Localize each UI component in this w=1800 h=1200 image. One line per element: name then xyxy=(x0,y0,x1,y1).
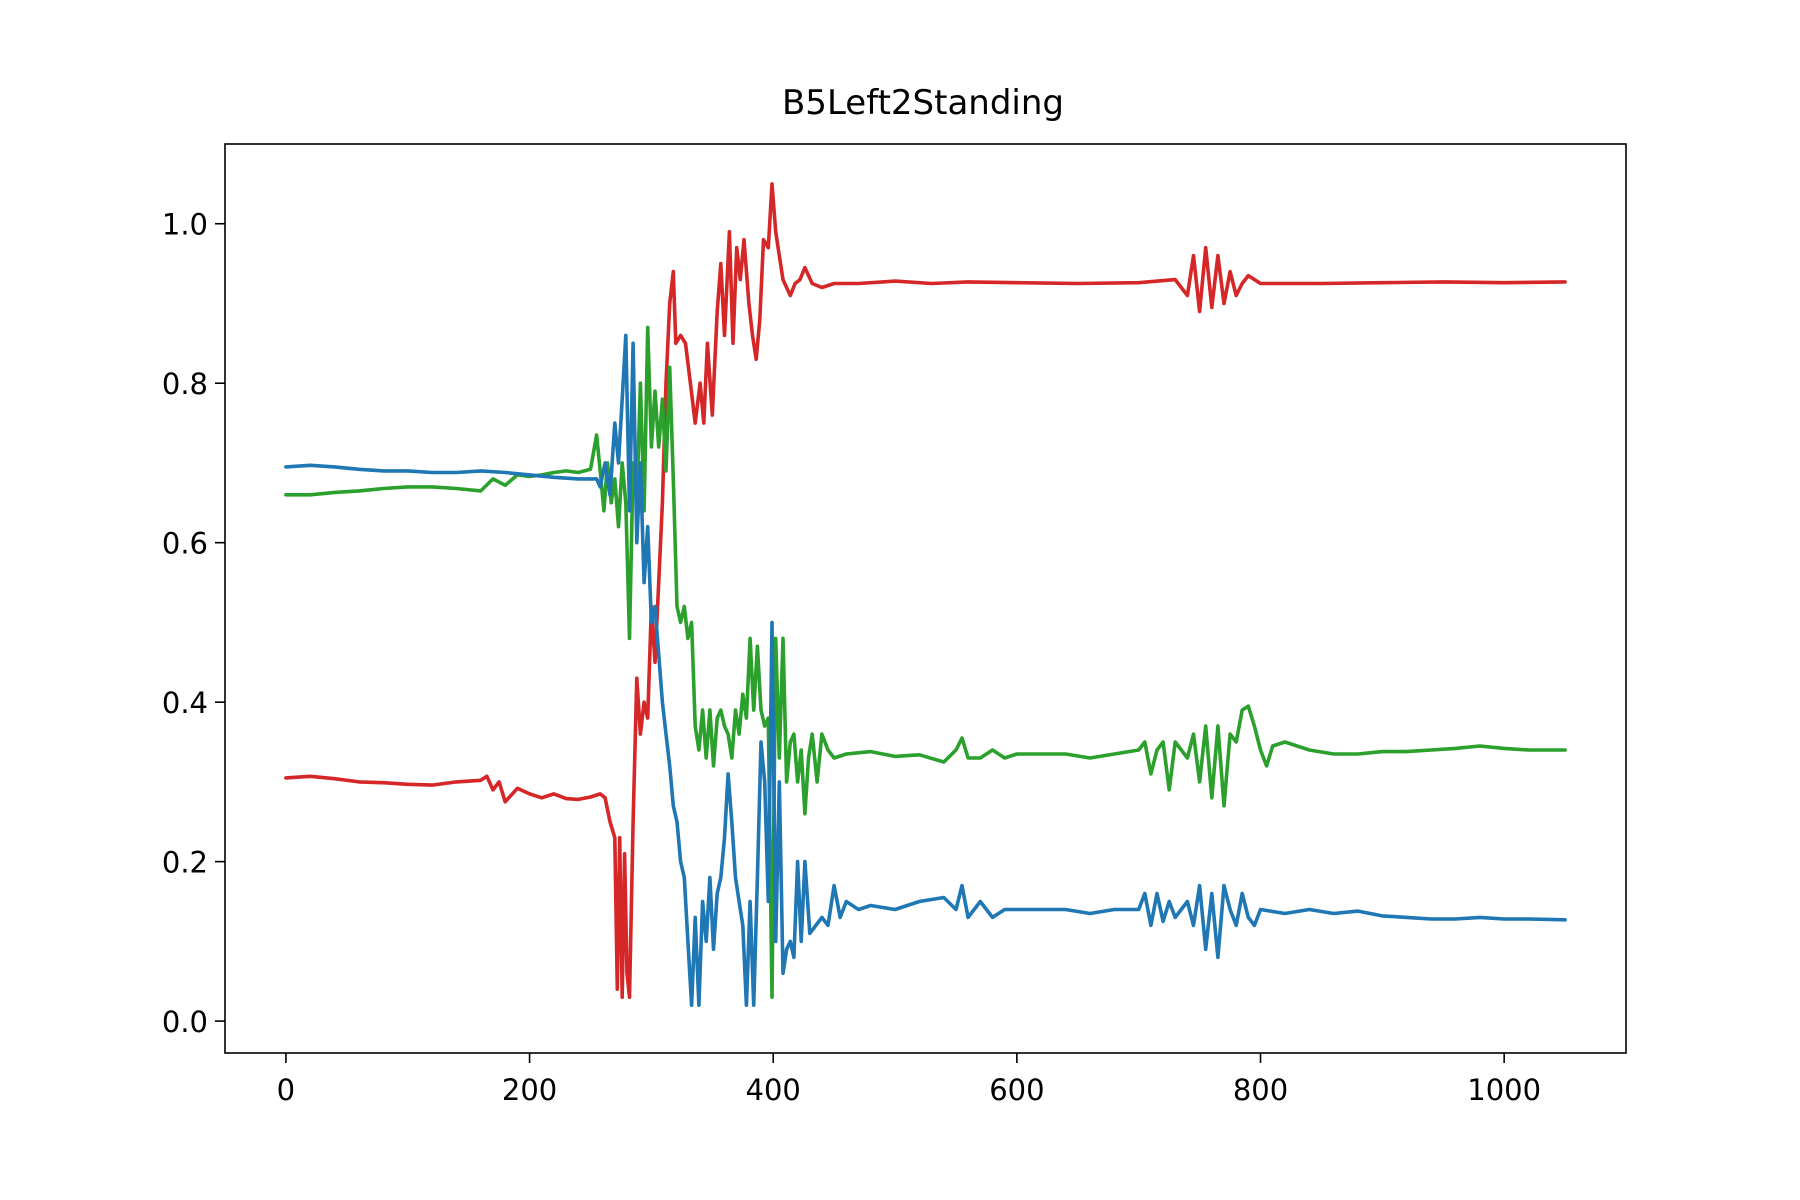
series-line-2 xyxy=(284,325,1567,1000)
y-tick-label: 0.4 xyxy=(162,686,208,720)
x-axis: 0 200 400 600 800 1000 xyxy=(277,1053,1541,1107)
series-layer xyxy=(284,182,1567,1008)
x-tick-label: 600 xyxy=(989,1073,1044,1107)
y-tick-label: 1.0 xyxy=(162,208,208,242)
x-tick-label: 1000 xyxy=(1467,1073,1541,1107)
y-tick-label: 0.0 xyxy=(162,1005,208,1039)
y-tick-label: 0.6 xyxy=(162,527,208,561)
x-tick-label: 400 xyxy=(746,1073,801,1107)
y-axis: 0.0 0.2 0.4 0.6 0.8 1.0 xyxy=(162,208,225,1039)
y-tick-label: 0.2 xyxy=(162,846,208,880)
x-tick-label: 800 xyxy=(1233,1073,1288,1107)
x-tick-label: 200 xyxy=(502,1073,557,1107)
series-line-3 xyxy=(284,333,1567,1008)
chart-title: B5Left2Standing xyxy=(782,83,1064,123)
series-line-1 xyxy=(284,182,1567,1000)
y-tick-label: 0.8 xyxy=(162,367,208,401)
x-tick-label: 0 xyxy=(277,1073,295,1107)
plot-frame xyxy=(224,143,1627,1054)
